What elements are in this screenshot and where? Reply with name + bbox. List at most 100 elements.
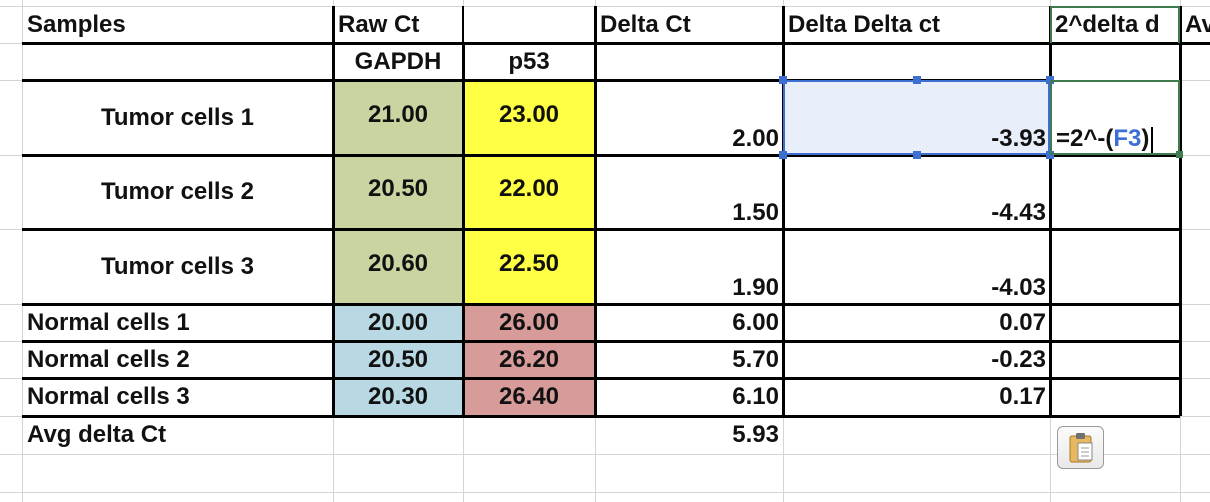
sample-label[interactable]: Tumor cells 2 bbox=[22, 155, 333, 229]
sample-label-text: Normal cells 3 bbox=[27, 383, 190, 410]
gridline bbox=[0, 492, 1210, 493]
delta-delta-ct-cell-text: 0.17 bbox=[999, 383, 1046, 410]
gapdh-cell-text: 20.00 bbox=[367, 308, 429, 336]
delta-ct-cell[interactable]: 1.50 bbox=[595, 155, 783, 229]
gapdh-cell[interactable]: 20.30 bbox=[333, 378, 463, 416]
result-cell[interactable] bbox=[1050, 155, 1180, 229]
delta-ct-cell[interactable]: 6.10 bbox=[595, 378, 783, 416]
delta-ct-cell[interactable]: 1.90 bbox=[595, 229, 783, 304]
gapdh-cell-text: 20.60 bbox=[367, 249, 429, 277]
result-cell[interactable] bbox=[1050, 304, 1180, 341]
p53-cell-text: 26.00 bbox=[498, 308, 560, 336]
cell-border bbox=[22, 377, 1180, 380]
cell-border bbox=[332, 6, 335, 416]
cell-border bbox=[1179, 6, 1182, 416]
delta-ct-cell-text: 1.90 bbox=[732, 274, 779, 301]
sample-label-text: Tumor cells 1 bbox=[101, 103, 254, 131]
subheader-p53-text: p53 bbox=[508, 47, 550, 75]
gapdh-cell[interactable]: 21.00 bbox=[333, 80, 463, 155]
result-cell[interactable] bbox=[1050, 229, 1180, 304]
header-raw-ct[interactable]: Raw Ct bbox=[333, 6, 463, 43]
delta-ct-cell-text: 6.00 bbox=[732, 308, 779, 336]
sample-label[interactable]: Tumor cells 3 bbox=[22, 229, 333, 304]
header-delta-delta-ct-text: Delta Delta ct bbox=[788, 10, 941, 38]
header-delta-ct-text: Delta Ct bbox=[600, 10, 691, 38]
cell-border bbox=[22, 42, 1210, 45]
sample-label[interactable]: Normal cells 3 bbox=[22, 378, 333, 416]
avg-label-text: Avg delta Ct bbox=[27, 421, 167, 448]
delta-delta-ct-cell-text: 0.07 bbox=[999, 308, 1046, 336]
gapdh-cell[interactable]: 20.00 bbox=[333, 304, 463, 341]
delta-delta-ct-cell[interactable]: -3.93 bbox=[783, 80, 1050, 155]
gapdh-cell[interactable]: 20.50 bbox=[333, 341, 463, 378]
p53-cell-text: 26.20 bbox=[498, 345, 560, 373]
selection-handle[interactable] bbox=[912, 151, 921, 159]
clipboard-icon bbox=[1069, 433, 1093, 463]
gridline bbox=[22, 0, 23, 502]
sample-label[interactable]: Normal cells 1 bbox=[22, 304, 333, 341]
sample-label[interactable]: Tumor cells 1 bbox=[22, 80, 333, 155]
delta-delta-ct-cell[interactable]: 0.07 bbox=[783, 304, 1050, 341]
gridline bbox=[0, 454, 1210, 455]
result-cell[interactable] bbox=[1050, 341, 1180, 378]
gapdh-cell-text: 20.50 bbox=[367, 345, 429, 373]
sample-label[interactable]: Normal cells 2 bbox=[22, 341, 333, 378]
delta-ct-cell-text: 1.50 bbox=[732, 199, 779, 226]
sample-label-text: Normal cells 2 bbox=[27, 345, 190, 373]
selection-handle[interactable] bbox=[779, 76, 787, 84]
edit-cell-border bbox=[1050, 80, 1180, 155]
avg-delta-ct[interactable]: 5.93 bbox=[595, 416, 783, 454]
gapdh-cell-text: 21.00 bbox=[367, 100, 429, 128]
delta-ct-cell[interactable]: 6.00 bbox=[595, 304, 783, 341]
selection-handle[interactable] bbox=[779, 151, 787, 159]
selection-handle[interactable] bbox=[912, 76, 921, 84]
delta-delta-ct-cell[interactable]: 0.17 bbox=[783, 378, 1050, 416]
header-delta-ct[interactable]: Delta Ct bbox=[595, 6, 783, 43]
selection-handle[interactable] bbox=[1046, 151, 1054, 159]
delta-delta-ct-cell-text: -4.03 bbox=[991, 274, 1046, 301]
p53-cell-text: 22.00 bbox=[498, 175, 560, 202]
avg-label[interactable]: Avg delta Ct bbox=[22, 416, 333, 454]
delta-ct-cell[interactable]: 5.70 bbox=[595, 341, 783, 378]
delta-delta-ct-cell[interactable]: -4.03 bbox=[783, 229, 1050, 304]
fill-handle[interactable] bbox=[1176, 151, 1183, 158]
cell-border bbox=[22, 228, 1180, 231]
formula-edit-cell[interactable]: =2^-(F3) bbox=[1050, 80, 1180, 155]
subheader-gapdh[interactable]: GAPDH bbox=[333, 43, 463, 80]
result-cell[interactable] bbox=[1050, 378, 1180, 416]
p53-cell[interactable]: 26.20 bbox=[463, 341, 595, 378]
selection-border bbox=[783, 80, 1050, 155]
delta-ct-cell-text: 5.70 bbox=[732, 345, 779, 373]
avg-delta-ct-text: 5.93 bbox=[732, 421, 779, 448]
p53-cell[interactable]: 23.00 bbox=[463, 80, 595, 155]
p53-cell[interactable]: 26.40 bbox=[463, 378, 595, 416]
gapdh-cell-text: 20.30 bbox=[367, 383, 429, 410]
cell-border bbox=[462, 43, 465, 416]
subheader-gapdh-text: GAPDH bbox=[354, 47, 442, 75]
active-column-header-border bbox=[1050, 6, 1180, 43]
header-average[interactable]: Av bbox=[1180, 6, 1210, 43]
delta-ct-cell[interactable]: 2.00 bbox=[595, 80, 783, 155]
header-2-delta-delta[interactable]: 2^delta d bbox=[1050, 6, 1180, 43]
p53-cell[interactable]: 26.00 bbox=[463, 304, 595, 341]
sample-label-text: Normal cells 1 bbox=[27, 308, 190, 336]
subheader-p53[interactable]: p53 bbox=[463, 43, 595, 80]
header-delta-delta-ct[interactable]: Delta Delta ct bbox=[783, 6, 1050, 43]
p53-cell[interactable]: 22.50 bbox=[463, 229, 595, 304]
cell-border bbox=[462, 6, 464, 43]
gridline bbox=[0, 6, 1210, 7]
gapdh-cell[interactable]: 20.60 bbox=[333, 229, 463, 304]
cell-border bbox=[22, 303, 1180, 306]
cell-border bbox=[22, 154, 1180, 157]
delta-delta-ct-cell[interactable]: -0.23 bbox=[783, 341, 1050, 378]
cell-border bbox=[22, 79, 1050, 82]
text-caret bbox=[1151, 127, 1154, 153]
delta-delta-ct-cell[interactable]: -4.43 bbox=[783, 155, 1050, 229]
gapdh-cell[interactable]: 20.50 bbox=[333, 155, 463, 229]
formula-reference: F3 bbox=[1113, 125, 1142, 152]
cell-border bbox=[782, 6, 785, 416]
paste-options-button[interactable] bbox=[1057, 426, 1104, 469]
p53-cell[interactable]: 22.00 bbox=[463, 155, 595, 229]
header-samples[interactable]: Samples bbox=[22, 6, 333, 43]
header-empty[interactable] bbox=[463, 6, 595, 43]
